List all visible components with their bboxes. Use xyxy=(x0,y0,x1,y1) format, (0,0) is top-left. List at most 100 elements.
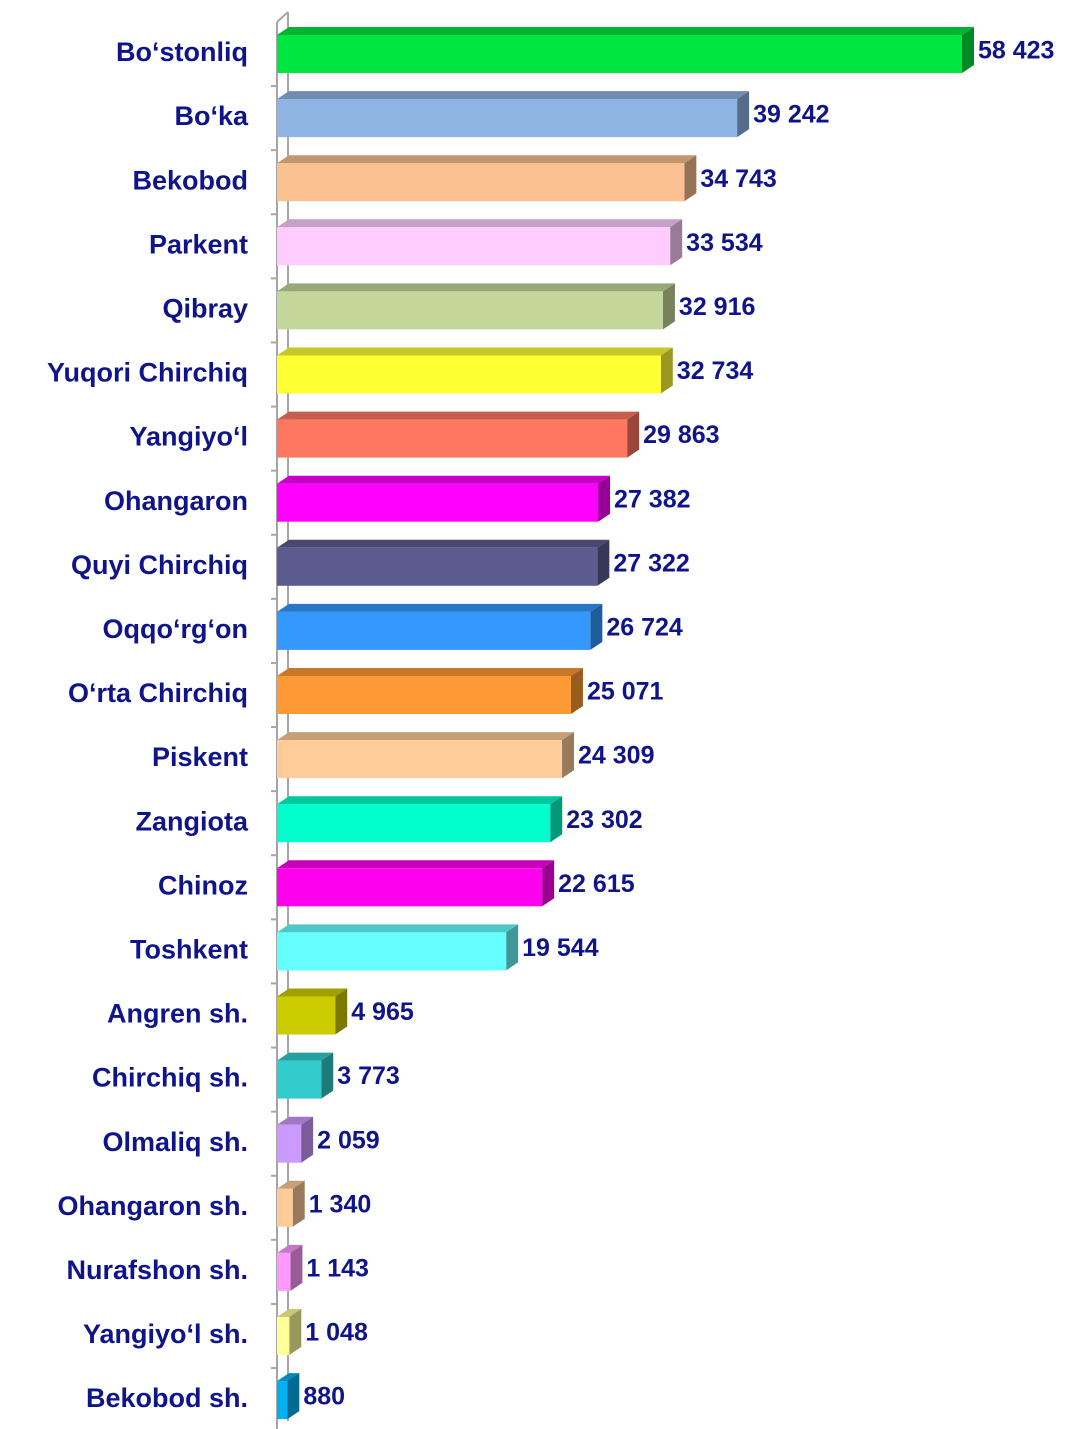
category-label: Ohangaron xyxy=(104,486,248,516)
value-label: 58 423 xyxy=(978,37,1054,65)
value-label: 3 773 xyxy=(337,1062,400,1090)
bar-front xyxy=(277,1252,291,1291)
bar-top xyxy=(277,1244,303,1253)
category-label: Yangiyo‘l sh. xyxy=(83,1319,248,1349)
bar xyxy=(277,924,519,971)
bar-side xyxy=(670,219,683,266)
category-label: Zangiota xyxy=(136,806,249,836)
bar-side xyxy=(292,1180,305,1227)
category-label: Qibray xyxy=(162,294,248,324)
category-label: O‘rta Chirchiq xyxy=(68,678,248,708)
bar-side xyxy=(590,603,603,650)
bar-side xyxy=(570,668,583,714)
axis-top-edge xyxy=(276,11,289,23)
bar-top xyxy=(277,1180,305,1189)
bar-side xyxy=(597,539,610,586)
value-label: 25 071 xyxy=(587,678,664,706)
category-label: Angren sh. xyxy=(107,999,248,1029)
category-label: Parkent xyxy=(149,229,248,259)
value-label: 880 xyxy=(303,1383,345,1411)
bar-front xyxy=(277,676,571,714)
bar xyxy=(277,860,555,907)
bar-front xyxy=(277,996,336,1035)
bar-side xyxy=(335,988,348,1035)
bar-top xyxy=(277,1309,302,1317)
bar xyxy=(277,411,640,458)
value-label: 19 544 xyxy=(522,934,599,962)
bar-top xyxy=(277,796,563,805)
value-label: 33 534 xyxy=(686,229,763,257)
bar-top xyxy=(277,860,555,869)
bar-side xyxy=(562,732,575,779)
category-label: Bekobod sh. xyxy=(86,1383,248,1413)
bar xyxy=(277,796,563,843)
category-label: Quyi Chirchiq xyxy=(71,550,248,580)
value-label: 24 309 xyxy=(578,742,654,770)
category-label: Bo‘ka xyxy=(174,101,249,131)
category-label: Chirchiq sh. xyxy=(92,1063,248,1093)
category-label: Bekobod xyxy=(132,165,248,195)
bar-front xyxy=(277,291,663,330)
bar-front xyxy=(277,1124,302,1163)
bar xyxy=(277,732,575,779)
bar xyxy=(277,539,610,586)
bar-side xyxy=(598,475,611,522)
bar-front xyxy=(277,355,661,394)
bar xyxy=(277,668,583,714)
bar-side xyxy=(550,796,563,843)
bar xyxy=(277,219,683,266)
value-label: 1 048 xyxy=(305,1319,368,1347)
bar xyxy=(277,1373,300,1420)
bar-top xyxy=(277,91,750,100)
bar xyxy=(277,91,750,138)
value-label: 22 615 xyxy=(558,870,635,898)
bar-top xyxy=(277,475,611,484)
category-label: Yuqori Chirchiq xyxy=(47,358,248,388)
category-label: Ohangaron sh. xyxy=(57,1191,248,1221)
bar-front xyxy=(277,740,563,779)
bar xyxy=(277,603,603,650)
bar-side xyxy=(627,411,640,458)
value-label: 29 863 xyxy=(643,421,719,449)
value-label: 1 143 xyxy=(306,1255,369,1283)
bar-top xyxy=(277,732,575,741)
bar-top xyxy=(277,668,583,676)
bar xyxy=(277,1180,305,1227)
bar-front xyxy=(277,35,962,73)
bar xyxy=(277,347,673,394)
bar-front xyxy=(277,804,551,843)
bar-top xyxy=(277,539,610,548)
bar-front xyxy=(277,1188,293,1227)
value-label: 39 242 xyxy=(753,101,829,129)
bar-top xyxy=(277,283,675,292)
bar-front xyxy=(277,1060,322,1099)
bar-top xyxy=(277,347,673,356)
bar-front xyxy=(277,419,628,458)
bar xyxy=(277,1309,302,1355)
bar-front xyxy=(277,1317,290,1355)
bar-side xyxy=(301,1116,314,1163)
bar-top xyxy=(277,603,603,612)
bar-side xyxy=(542,860,555,907)
bar-side xyxy=(321,1052,334,1099)
value-label: 4 965 xyxy=(351,998,414,1026)
bar xyxy=(277,283,675,330)
bar-front xyxy=(277,483,599,522)
bar-front xyxy=(277,547,598,586)
category-label: Olmaliq sh. xyxy=(102,1127,248,1157)
bar xyxy=(277,475,611,522)
category-label: Chinoz xyxy=(158,870,248,900)
category-label: Nurafshon sh. xyxy=(66,1255,248,1285)
bar-side xyxy=(962,27,974,73)
bar-front xyxy=(277,99,738,138)
bar-top xyxy=(277,1373,300,1382)
bar-side xyxy=(289,1309,302,1355)
value-label: 27 322 xyxy=(613,549,689,577)
value-label: 2 059 xyxy=(317,1126,380,1154)
bar-top xyxy=(277,988,348,997)
bar-top xyxy=(277,27,974,35)
category-label: Toshkent xyxy=(130,935,248,965)
bar-top xyxy=(277,924,519,933)
bar-side xyxy=(737,91,750,138)
